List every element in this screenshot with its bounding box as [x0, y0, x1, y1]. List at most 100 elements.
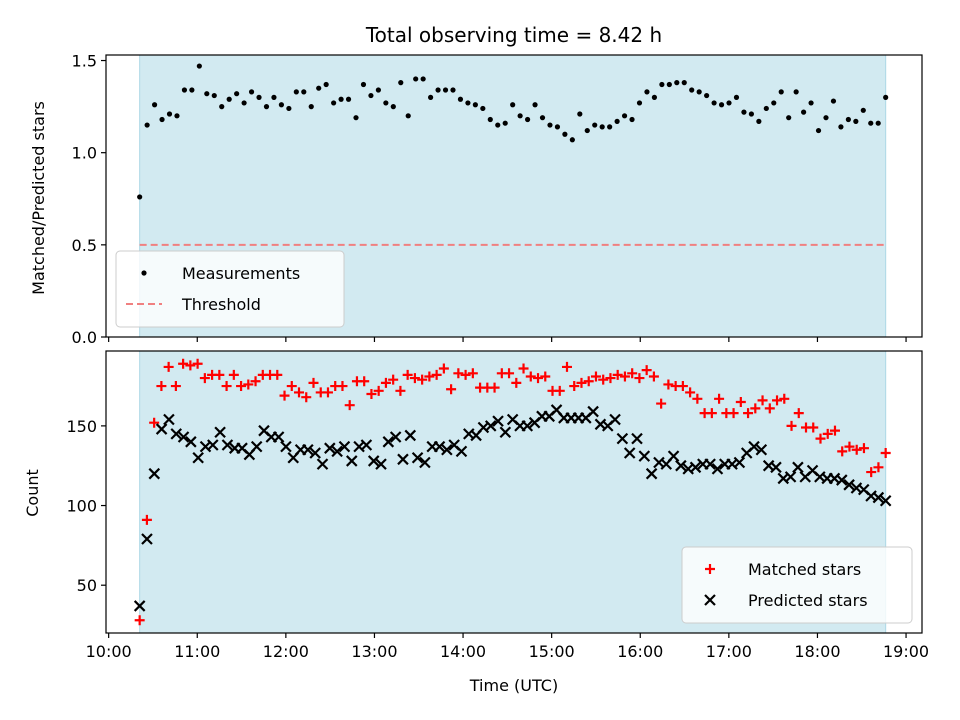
predicted-star-point	[324, 442, 336, 454]
bottom-y-axis-label: Count	[23, 469, 42, 517]
matched-star-point	[851, 444, 862, 455]
measurement-point	[607, 124, 613, 130]
predicted-star-point	[645, 467, 658, 480]
legend: Measurements Threshold	[115, 250, 345, 328]
predicted-star-point	[711, 463, 724, 475]
matched-star-point	[301, 392, 312, 403]
predicted-star-point	[404, 429, 417, 442]
measurement-point	[644, 89, 650, 95]
measurement-point	[853, 118, 859, 124]
matched-star-point	[438, 363, 449, 374]
matched-star-point	[815, 433, 826, 444]
measurement-point	[532, 102, 538, 108]
matched-star-point	[837, 446, 848, 457]
measurement-point	[316, 85, 322, 91]
axes-frame	[105, 54, 923, 338]
measurement-point	[375, 87, 381, 93]
matched-star-point	[866, 467, 877, 478]
matched-star-point	[656, 398, 667, 409]
measurement-point	[159, 116, 165, 123]
matched-star-point	[286, 381, 297, 392]
measurement-point	[204, 91, 210, 97]
predicted-star-point	[177, 431, 190, 443]
matched-star-point	[612, 369, 623, 380]
predicted-star-point	[163, 413, 175, 426]
measurement-point	[248, 89, 255, 95]
predicted-star-point	[397, 453, 409, 466]
y-tick-label: 1.0	[72, 144, 97, 163]
predicted-star-point	[185, 436, 197, 448]
matched-star-point	[533, 373, 544, 384]
matched-star-point	[750, 403, 761, 414]
matched-star-point	[829, 425, 840, 436]
matched-star-point	[272, 369, 283, 380]
matched-star-point	[141, 514, 152, 525]
measurement-point	[263, 104, 270, 110]
legend-box	[681, 546, 913, 624]
measurement-point	[562, 131, 568, 137]
x-tick-label: 13:00	[351, 642, 397, 661]
matched-star-point	[598, 374, 609, 385]
x-tick-label: 10:00	[86, 642, 132, 661]
matched-star-point	[467, 368, 478, 379]
predicted-star-point	[345, 455, 358, 467]
measurement-point	[569, 137, 575, 143]
y-tick-label: 150	[66, 417, 97, 436]
measurement-point	[733, 94, 740, 100]
predicted-star-point	[623, 447, 636, 459]
matched-star-point	[590, 371, 601, 382]
predicted-star-point	[170, 428, 183, 440]
matched-star-point	[294, 387, 305, 398]
measurement-point	[166, 111, 173, 117]
matched-star-point	[373, 385, 384, 396]
matched-star-point	[504, 368, 515, 379]
measurement-point	[793, 89, 799, 95]
measurement-point	[771, 100, 777, 106]
measurement-point	[621, 113, 628, 119]
measurement-point	[674, 80, 680, 86]
matched-star-point	[178, 358, 189, 369]
measurement-point	[241, 100, 247, 106]
measurement-point	[465, 100, 471, 106]
x-tick-label: 17:00	[706, 642, 752, 661]
matched-star-point	[359, 376, 370, 387]
matched-star-point	[764, 403, 775, 414]
measurement-point	[756, 118, 762, 124]
predicted-star-point	[302, 444, 314, 456]
matched-star-point	[772, 395, 783, 406]
predicted-star-point	[331, 445, 343, 458]
matched-star-point	[460, 369, 471, 380]
legend-marker-matched	[705, 564, 715, 574]
measurement-point	[599, 124, 605, 130]
legend-label: Matched stars	[748, 560, 861, 579]
measurement-point	[845, 116, 851, 123]
matched-star-point	[170, 381, 181, 392]
matched-star-point	[395, 385, 406, 396]
matched-star-point	[199, 373, 210, 384]
predicted-star-point	[214, 426, 226, 439]
predicted-star-point	[484, 420, 497, 432]
matched-star-point	[728, 408, 739, 419]
matched-star-point	[569, 381, 580, 392]
matched-star-point	[627, 368, 638, 379]
predicted-star-point	[338, 440, 351, 453]
predicted-star-point	[755, 444, 768, 456]
measurement-point	[196, 63, 202, 69]
predicted-star-point	[133, 600, 146, 612]
axes-frame	[105, 350, 923, 634]
measurement-point	[234, 91, 240, 97]
measurement-point	[696, 89, 702, 95]
predicted-star-point	[375, 458, 387, 470]
x-tick-label: 14:00	[440, 642, 486, 661]
matched-star-point	[540, 371, 551, 382]
matched-star-point	[786, 420, 797, 431]
measurement-point	[704, 92, 710, 99]
predicted-star-point	[704, 458, 716, 470]
measurement-point	[442, 87, 449, 93]
predicted-star-point	[441, 444, 453, 456]
matched-star-point	[417, 374, 428, 385]
matched-star-point	[779, 393, 790, 404]
measurement-point	[629, 116, 635, 123]
measurement-point	[614, 118, 620, 124]
matched-star-point	[880, 447, 891, 458]
